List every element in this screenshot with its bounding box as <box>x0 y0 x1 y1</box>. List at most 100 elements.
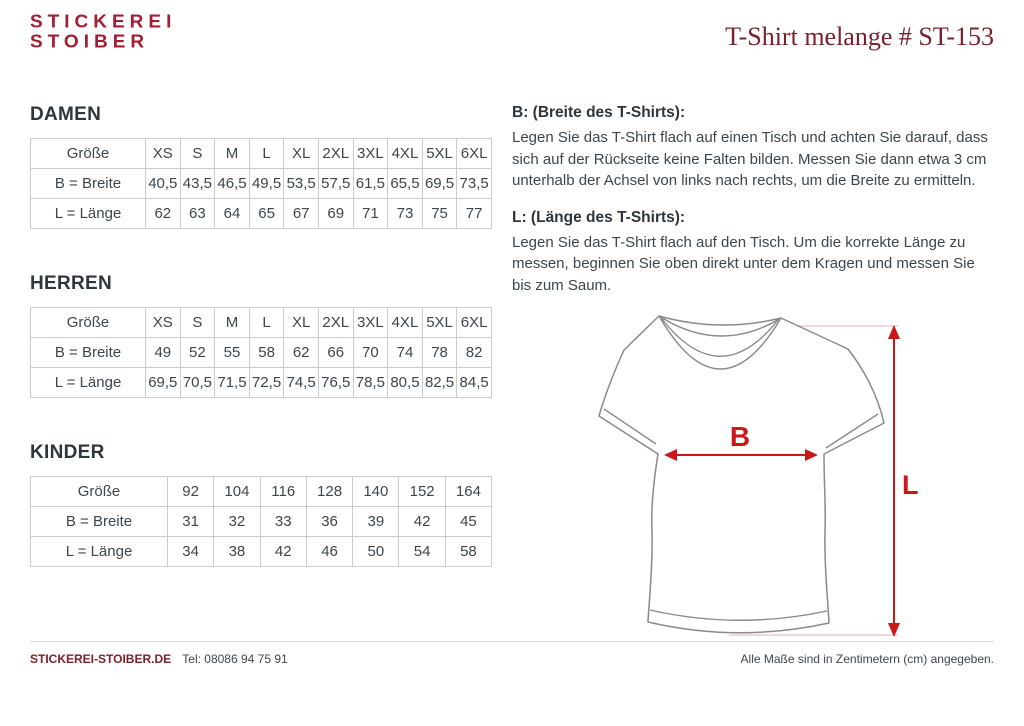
value-cell: 66 <box>317 337 354 368</box>
value-cell: 46,5 <box>214 168 250 199</box>
value-cell: 33 <box>259 506 307 537</box>
measure-row: L = Länge 62 63 64 65 67 69 71 73 75 77 <box>30 198 492 229</box>
instructions-column: B: (Breite des T-Shirts): Legen Sie das … <box>493 104 994 658</box>
value-cell: 53,5 <box>283 168 319 199</box>
value-cell: 2XL <box>317 307 354 338</box>
main-content: DAMEN Größe XS S M L XL 2XL 3XL 4XL 5XL 6XL B = Bre… <box>0 104 1024 658</box>
value-cell: 49 <box>145 337 181 368</box>
measure-row: B = Breite 31 32 33 36 39 42 45 <box>30 506 493 537</box>
value-cell: 62 <box>145 198 181 229</box>
value-cell: 92 <box>166 476 215 507</box>
value-cell: 52 <box>179 337 216 368</box>
back-collar-line <box>658 315 782 337</box>
value-cell: 42 <box>259 536 307 567</box>
value-cell: 65 <box>248 198 285 229</box>
value-cell: 42 <box>398 506 446 537</box>
footer-note: Alle Maße sind in Zentimetern (cm) angeg… <box>740 652 994 666</box>
value-cell: 78 <box>421 337 458 368</box>
value-cell: 61,5 <box>352 168 389 199</box>
width-arrow-right-head <box>805 449 818 461</box>
value-cell: 6XL <box>456 307 492 338</box>
value-cell: 71 <box>352 198 389 229</box>
value-cell: XS <box>145 138 181 169</box>
instruction-text: Legen Sie das T-Shirt flach auf einen Ti… <box>512 129 988 189</box>
section-heading: KINDER <box>30 442 105 463</box>
hem-band-line <box>649 609 828 621</box>
value-cell: 46 <box>305 536 354 567</box>
value-cell: 72,5 <box>248 367 285 398</box>
value-cell: 34 <box>166 536 215 567</box>
value-cell: 128 <box>305 476 354 507</box>
value-cell: 3XL <box>352 138 389 169</box>
value-cell: L <box>248 138 285 169</box>
size-header-row: Größe XS S M L XL 2XL 3XL 4XL 5XL 6XL <box>30 138 492 169</box>
size-header-row: Größe 92 104 116 128 140 152 164 <box>30 476 493 507</box>
value-cell: 77 <box>456 198 492 229</box>
instruction-heading: L: (Länge des T-Shirts): <box>512 208 686 226</box>
value-cell: 116 <box>259 476 307 507</box>
logo-line-2: STOIBER <box>30 32 150 53</box>
value-cell: 62 <box>283 337 319 368</box>
footer: STICKEREI-STOIBER.DE Tel: 08086 94 75 91… <box>30 641 994 666</box>
value-cell: 74 <box>387 337 423 368</box>
row-label-cell: B = Breite <box>30 168 146 199</box>
footer-phone: Tel: 08086 94 75 91 <box>182 652 288 666</box>
value-cell: 58 <box>444 536 493 567</box>
value-cell: L <box>248 307 285 338</box>
value-cell: 69,5 <box>421 168 458 199</box>
value-cell: 57,5 <box>317 168 354 199</box>
value-cell: 70,5 <box>179 367 216 398</box>
length-arrow-top-head <box>888 325 900 339</box>
row-label-cell: Größe <box>30 476 168 507</box>
measure-row: B = Breite 40,5 43,5 46,5 49,5 53,5 57,5 61,5 65… <box>30 168 492 199</box>
value-cell: M <box>214 307 250 338</box>
value-cell: 140 <box>352 476 400 507</box>
value-cell: 64 <box>214 198 250 229</box>
value-cell: 104 <box>213 476 261 507</box>
value-cell: 50 <box>352 536 400 567</box>
section-herren: HERREN Größe XS S M L XL 2XL 3XL 4XL 5XL 6XL B = Br… <box>30 273 493 398</box>
row-label-cell: L = Länge <box>30 198 146 229</box>
value-cell: 39 <box>352 506 400 537</box>
value-cell: 65,5 <box>387 168 423 199</box>
value-cell: 80,5 <box>387 367 423 398</box>
value-cell: 67 <box>283 198 319 229</box>
value-cell: 69,5 <box>145 367 181 398</box>
value-cell: 84,5 <box>456 367 492 398</box>
value-cell: 58 <box>248 337 285 368</box>
value-cell: XL <box>283 138 319 169</box>
header: STICKEREI STOIBER T-Shirt melange # ST-1… <box>0 0 1024 54</box>
footer-website: STICKEREI-STOIBER.DE <box>30 652 172 666</box>
value-cell: 38 <box>213 536 261 567</box>
instruction-laenge: L: (Länge des T-Shirts): Legen Sie das T… <box>512 209 994 297</box>
value-cell: 74,5 <box>283 367 319 398</box>
value-cell: S <box>179 307 216 338</box>
value-cell: 31 <box>166 506 215 537</box>
value-cell: 164 <box>444 476 493 507</box>
section-damen: DAMEN Größe XS S M L XL 2XL 3XL 4XL 5XL 6XL B = Bre… <box>30 104 493 229</box>
value-cell: 63 <box>179 198 216 229</box>
right-cuff-line <box>825 413 879 449</box>
value-cell: 43,5 <box>179 168 216 199</box>
value-cell: 49,5 <box>248 168 285 199</box>
value-cell: 78,5 <box>352 367 389 398</box>
value-cell: 6XL <box>456 138 492 169</box>
brand-logo: STICKEREI STOIBER <box>30 12 176 52</box>
left-cuff-line <box>603 408 657 445</box>
value-cell: 82,5 <box>421 367 458 398</box>
row-label-cell: B = Breite <box>30 337 146 368</box>
instruction-heading: B: (Breite des T-Shirts): <box>512 104 686 121</box>
row-label-cell: L = Länge <box>30 367 146 398</box>
row-label-cell: Größe <box>30 138 146 169</box>
value-cell: 75 <box>421 198 458 229</box>
row-label-cell: L = Länge <box>30 536 168 567</box>
value-cell: 4XL <box>387 307 423 338</box>
value-cell: 3XL <box>352 307 389 338</box>
length-label: L <box>902 470 919 500</box>
tshirt-outline <box>598 315 885 634</box>
value-cell: 73,5 <box>456 168 492 199</box>
value-cell: 5XL <box>421 138 458 169</box>
value-cell: XL <box>283 307 319 338</box>
length-arrow-bottom-head <box>888 623 900 637</box>
